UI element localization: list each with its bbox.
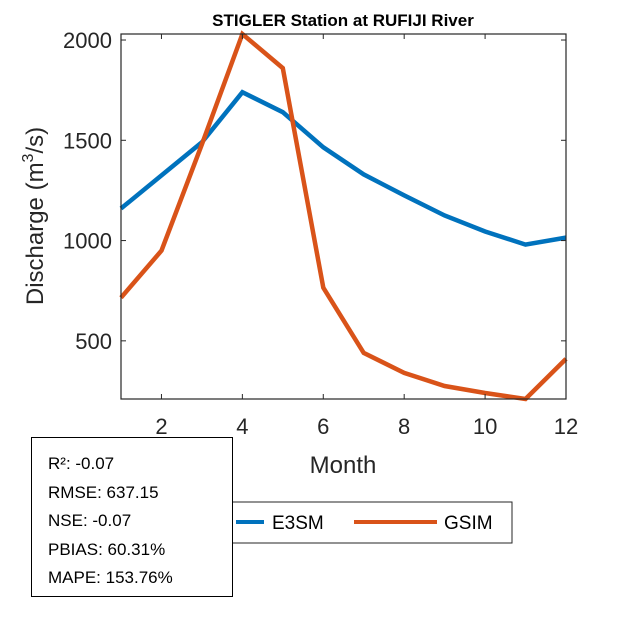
y-axis-label-superscript: 3 bbox=[20, 153, 37, 162]
legend-label-gsim: GSIM bbox=[444, 513, 493, 534]
x-tick-label: 6 bbox=[317, 414, 329, 439]
y-tick-label: 500 bbox=[75, 329, 112, 354]
series-line-e3sm bbox=[119, 89, 567, 247]
metric-r2: R²: -0.07 bbox=[48, 454, 115, 473]
metric-pbias: PBIAS: 60.31% bbox=[48, 539, 166, 559]
x-axis-label: Month bbox=[310, 452, 377, 479]
legend-label-e3sm: E3SM bbox=[272, 513, 324, 534]
legend: E3SM GSIM bbox=[231, 501, 513, 544]
y-axis-label-main: Discharge (m bbox=[22, 162, 49, 305]
x-tick-label: 10 bbox=[473, 414, 497, 439]
metrics-box: R²: -0.07 RMSE: 637.15 NSE: -0.07 PBIAS:… bbox=[31, 437, 233, 597]
y-tick-label: 1000 bbox=[63, 229, 112, 254]
metric-rmse: RMSE: 637.15 bbox=[48, 482, 159, 502]
plot-area-frame bbox=[120, 33, 567, 400]
axis-ticks: 2 4 6 8 10 12 500 1000 1500 2000 bbox=[63, 28, 578, 439]
x-tick-label: 4 bbox=[236, 414, 248, 439]
y-axis-label: Discharge (m3/s) bbox=[20, 127, 49, 305]
chart-title: STIGLER Station at RUFIJI River bbox=[212, 11, 474, 30]
x-tick-label: 2 bbox=[155, 414, 167, 439]
metric-nse: NSE: -0.07 bbox=[48, 511, 132, 530]
x-tick-label: 12 bbox=[554, 414, 578, 439]
y-tick-label: 1500 bbox=[63, 128, 112, 153]
metric-mape: MAPE: 153.76% bbox=[48, 568, 173, 587]
x-tick-label: 8 bbox=[398, 414, 410, 439]
y-tick-label: 2000 bbox=[63, 28, 112, 53]
series-line-gsim bbox=[119, 30, 568, 402]
plot-lines bbox=[119, 30, 568, 402]
y-axis-label-end: /s) bbox=[22, 127, 49, 154]
